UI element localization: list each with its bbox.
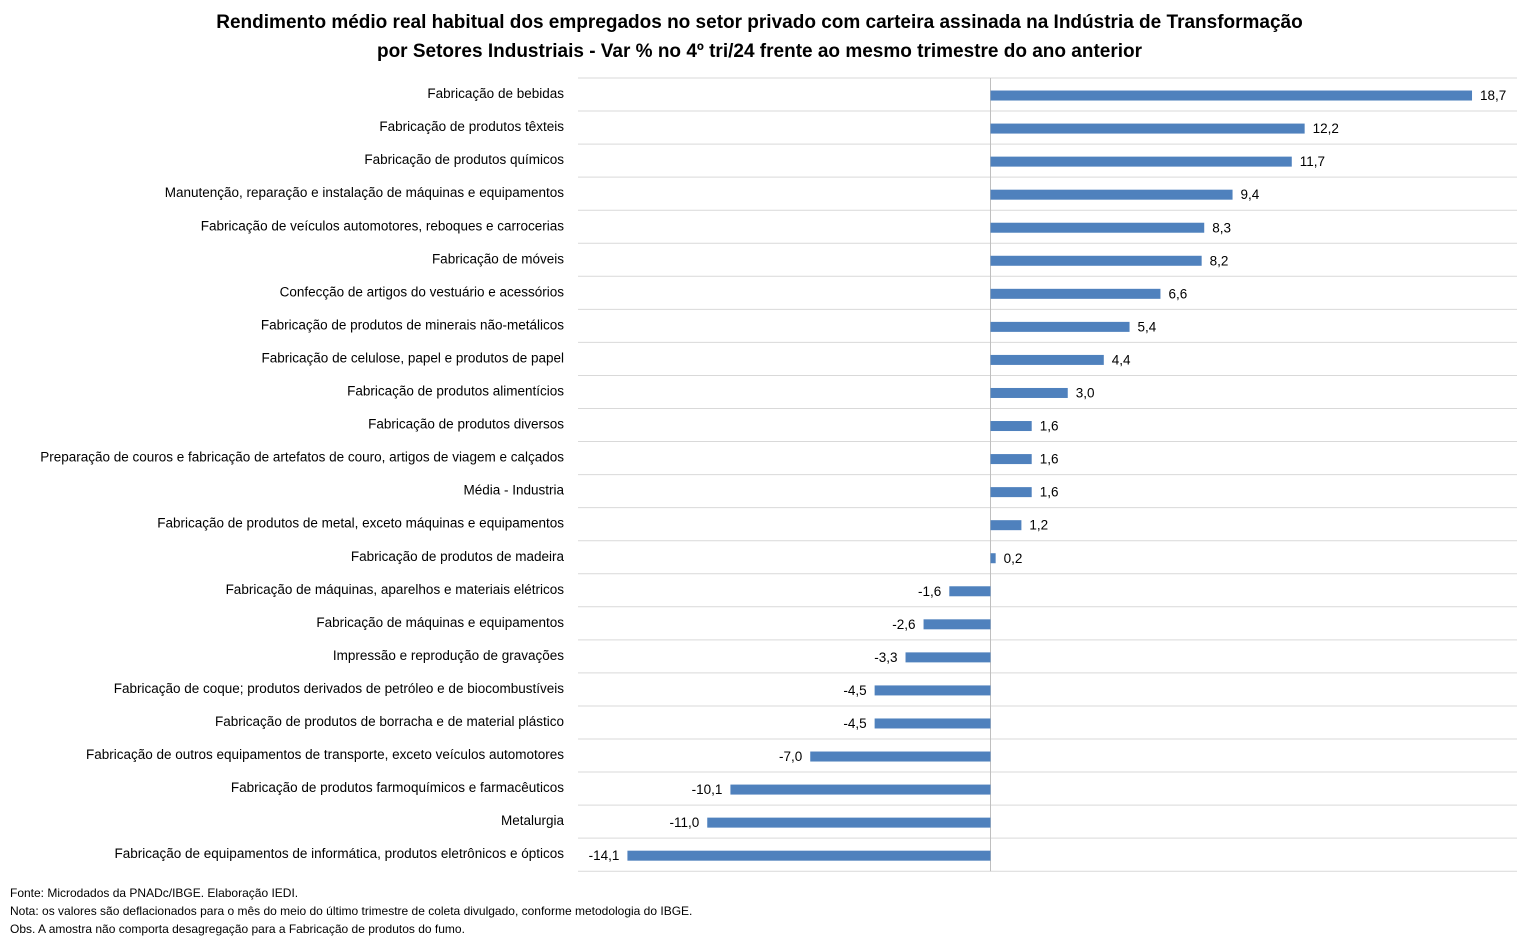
value-label: 0,2 <box>1004 551 1023 566</box>
category-label: Média - Industria <box>463 483 564 498</box>
sample-note: Obs. A amostra não comporta desagregação… <box>10 922 465 936</box>
value-label: 9,4 <box>1241 187 1260 202</box>
bar <box>990 222 1205 233</box>
bar-chart: Fabricação de bebidas Fabricação de produ… <box>40 77 1517 872</box>
category-label: Fabricação de produtos de minerais não-m… <box>261 317 564 332</box>
value-label: 11,7 <box>1300 154 1325 169</box>
bars <box>627 90 1473 861</box>
value-label: 1,2 <box>1029 518 1048 533</box>
value-label: 1,6 <box>1040 485 1059 500</box>
bar <box>990 487 1032 498</box>
category-label: Fabricação de veículos automotores, rebo… <box>201 218 564 233</box>
bar <box>990 321 1130 332</box>
value-label: -11,0 <box>669 815 699 830</box>
category-label: Fabricação de celulose, papel e produtos… <box>262 350 564 365</box>
bar <box>990 421 1032 432</box>
category-label: Fabricação de produtos químicos <box>364 152 564 167</box>
category-label: Fabricação de máquinas, aparelhos e mate… <box>226 582 565 597</box>
value-label: -14,1 <box>589 848 620 863</box>
bar <box>990 123 1305 134</box>
deflation-note: Nota: os valores são deflacionados para … <box>10 904 693 918</box>
category-label: Fabricação de coque; produtos derivados … <box>114 681 565 696</box>
bar <box>990 387 1068 398</box>
value-label: -1,6 <box>918 584 941 599</box>
value-label: 5,4 <box>1138 319 1157 334</box>
bar <box>905 652 991 663</box>
bar <box>810 751 991 762</box>
value-label: 18,7 <box>1480 88 1506 103</box>
category-label: Fabricação de produtos de madeira <box>351 549 565 564</box>
category-label: Fabricação de outros equipamentos de tra… <box>86 747 564 762</box>
bar <box>949 586 991 597</box>
source-note: Fonte: Microdados da PNADc/IBGE. Elabora… <box>10 886 299 900</box>
chart-subtitle: por Setores Industriais - Var % no 4º tr… <box>376 41 1143 62</box>
bar <box>990 354 1104 365</box>
value-labels: 18,7 12,2 11,7 9,4 8,3 8,2 6,6 5,4 4,4 3,0 1,6 1,6 1… <box>589 88 1507 863</box>
category-label: Impressão e reprodução de gravações <box>333 648 564 663</box>
grid-lines <box>578 77 1517 872</box>
category-label: Manutenção, reparação e instalação de má… <box>165 185 565 200</box>
category-label: Fabricação de móveis <box>432 251 564 266</box>
value-label: -10,1 <box>692 782 723 797</box>
footnotes: Fonte: Microdados da PNADc/IBGE. Elabora… <box>10 884 692 938</box>
category-label: Fabricação de produtos farmoquímicos e f… <box>231 780 564 795</box>
bar <box>990 288 1161 299</box>
bar <box>990 189 1233 200</box>
bar <box>990 520 1022 531</box>
bar <box>923 619 991 630</box>
value-label: -3,3 <box>874 650 897 665</box>
category-label: Fabricação de produtos têxteis <box>379 119 564 134</box>
bar <box>990 156 1292 167</box>
category-label: Fabricação de máquinas e equipamentos <box>316 615 564 630</box>
value-label: -2,6 <box>892 617 915 632</box>
bar <box>707 817 991 828</box>
value-label: 6,6 <box>1168 286 1187 301</box>
category-labels: Fabricação de bebidas Fabricação de produ… <box>40 86 564 861</box>
bar <box>627 850 991 861</box>
value-label: 1,6 <box>1040 419 1059 434</box>
bar <box>990 454 1032 465</box>
category-label: Confecção de artigos do vestuário e aces… <box>280 284 565 299</box>
bar <box>990 90 1473 101</box>
value-label: -4,5 <box>843 683 866 698</box>
bar <box>990 255 1202 266</box>
category-label: Fabricação de produtos de metal, exceto … <box>157 516 564 531</box>
bar <box>874 685 991 696</box>
value-label: 8,2 <box>1210 253 1229 268</box>
bar <box>990 553 996 564</box>
value-label: -4,5 <box>843 716 866 731</box>
category-label: Fabricação de equipamentos de informátic… <box>114 846 564 861</box>
value-label: 3,0 <box>1076 386 1095 401</box>
chart-title: Rendimento médio real habitual dos empre… <box>0 8 1519 66</box>
bar <box>730 784 991 795</box>
bar <box>874 718 991 729</box>
chart-title-line-1: Rendimento médio real habitual dos empre… <box>216 12 1303 33</box>
value-label: 8,3 <box>1212 220 1231 235</box>
category-label: Fabricação de bebidas <box>427 86 564 101</box>
value-label: 12,2 <box>1313 121 1339 136</box>
category-label: Metalurgia <box>501 813 565 828</box>
category-label: Fabricação de produtos alimentícios <box>347 384 564 399</box>
category-label: Fabricação de produtos de borracha e de … <box>215 714 564 729</box>
value-label: 1,6 <box>1040 452 1059 467</box>
category-label: Fabricação de produtos diversos <box>368 417 564 432</box>
value-label: 4,4 <box>1112 352 1131 367</box>
category-label: Preparação de couros e fabricação de art… <box>40 450 564 465</box>
value-label: -7,0 <box>779 749 802 764</box>
